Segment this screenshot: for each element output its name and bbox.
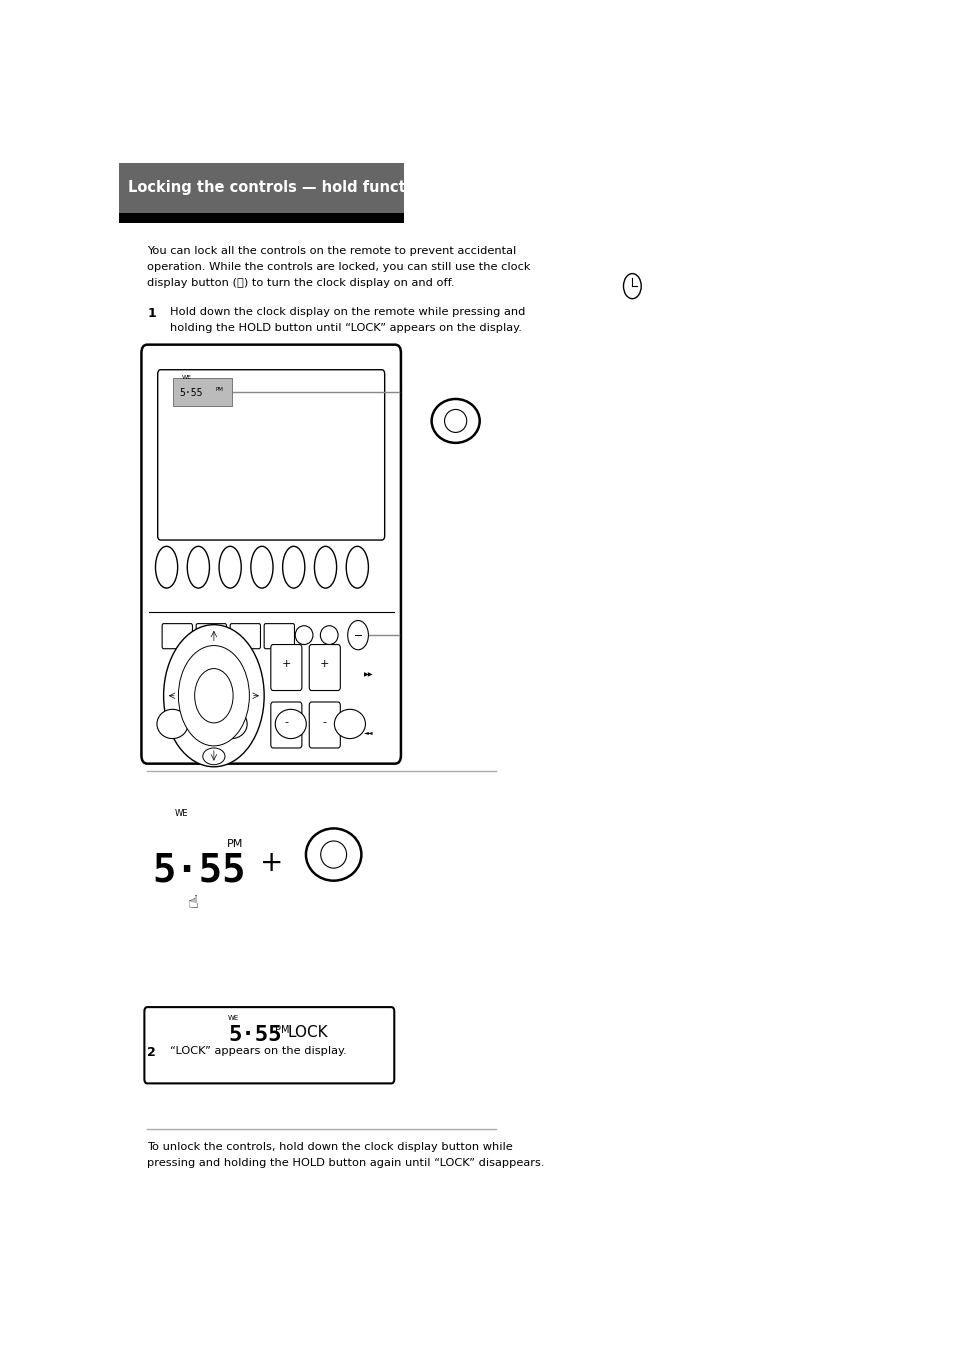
Ellipse shape [187,547,210,588]
Text: 5·55: 5·55 [152,851,246,889]
Text: ▶▶: ▶▶ [364,672,374,677]
Circle shape [194,669,233,723]
Circle shape [178,646,249,746]
Ellipse shape [306,828,361,881]
FancyBboxPatch shape [119,163,403,213]
Circle shape [164,624,264,767]
Ellipse shape [216,710,247,738]
Text: Hold down the clock display on the remote while pressing and: Hold down the clock display on the remot… [170,307,524,318]
Ellipse shape [275,710,306,738]
FancyBboxPatch shape [173,379,233,406]
Ellipse shape [155,547,177,588]
FancyBboxPatch shape [119,213,403,224]
FancyBboxPatch shape [271,702,301,748]
Ellipse shape [320,626,337,645]
Ellipse shape [203,748,225,765]
Ellipse shape [346,547,368,588]
Text: LOCK: LOCK [288,1025,328,1039]
FancyBboxPatch shape [309,702,340,748]
Text: +: + [259,849,283,877]
Text: 2: 2 [147,1046,156,1058]
Ellipse shape [335,710,365,738]
Text: 5·55: 5·55 [179,388,203,398]
Text: PM: PM [214,387,223,392]
FancyBboxPatch shape [141,345,400,764]
Text: display button (⌚) to turn the clock display on and off.: display button (⌚) to turn the clock dis… [147,278,455,288]
Text: 1: 1 [147,307,156,320]
Text: WE: WE [174,809,188,818]
Text: +: + [281,660,291,669]
Text: -: - [322,716,327,727]
FancyBboxPatch shape [264,624,294,649]
Ellipse shape [431,399,479,442]
Text: “LOCK” appears on the display.: “LOCK” appears on the display. [170,1046,346,1056]
Text: PM: PM [274,1025,289,1035]
Ellipse shape [320,841,346,868]
Text: pressing and holding the HOLD button again until “LOCK” disappears.: pressing and holding the HOLD button aga… [147,1158,544,1167]
FancyBboxPatch shape [144,1007,394,1083]
Text: ☝: ☝ [188,894,198,912]
FancyBboxPatch shape [271,645,301,691]
Ellipse shape [219,547,241,588]
Text: PM: PM [227,839,243,849]
Text: -: - [284,716,288,727]
Text: To unlock the controls, hold down the clock display button while: To unlock the controls, hold down the cl… [147,1141,513,1152]
Circle shape [347,620,368,650]
Ellipse shape [444,410,466,433]
Text: operation. While the controls are locked, you can still use the clock: operation. While the controls are locked… [147,262,530,273]
Ellipse shape [157,710,188,738]
Ellipse shape [294,626,313,645]
FancyBboxPatch shape [230,624,260,649]
FancyBboxPatch shape [157,369,384,540]
FancyBboxPatch shape [162,624,193,649]
Text: +: + [320,660,329,669]
Ellipse shape [314,547,336,588]
FancyBboxPatch shape [196,624,226,649]
Text: holding the HOLD button until “LOCK” appears on the display.: holding the HOLD button until “LOCK” app… [170,323,521,332]
Ellipse shape [282,547,305,588]
Ellipse shape [251,547,273,588]
Text: You can lock all the controls on the remote to prevent accidental: You can lock all the controls on the rem… [147,247,517,256]
Text: WE: WE [181,375,192,380]
Text: Locking the controls — hold function: Locking the controls — hold function [128,180,431,195]
Text: WE: WE [228,1015,239,1020]
Text: ◄◄: ◄◄ [364,730,374,734]
Text: 5·55: 5·55 [229,1025,282,1045]
FancyBboxPatch shape [309,645,340,691]
